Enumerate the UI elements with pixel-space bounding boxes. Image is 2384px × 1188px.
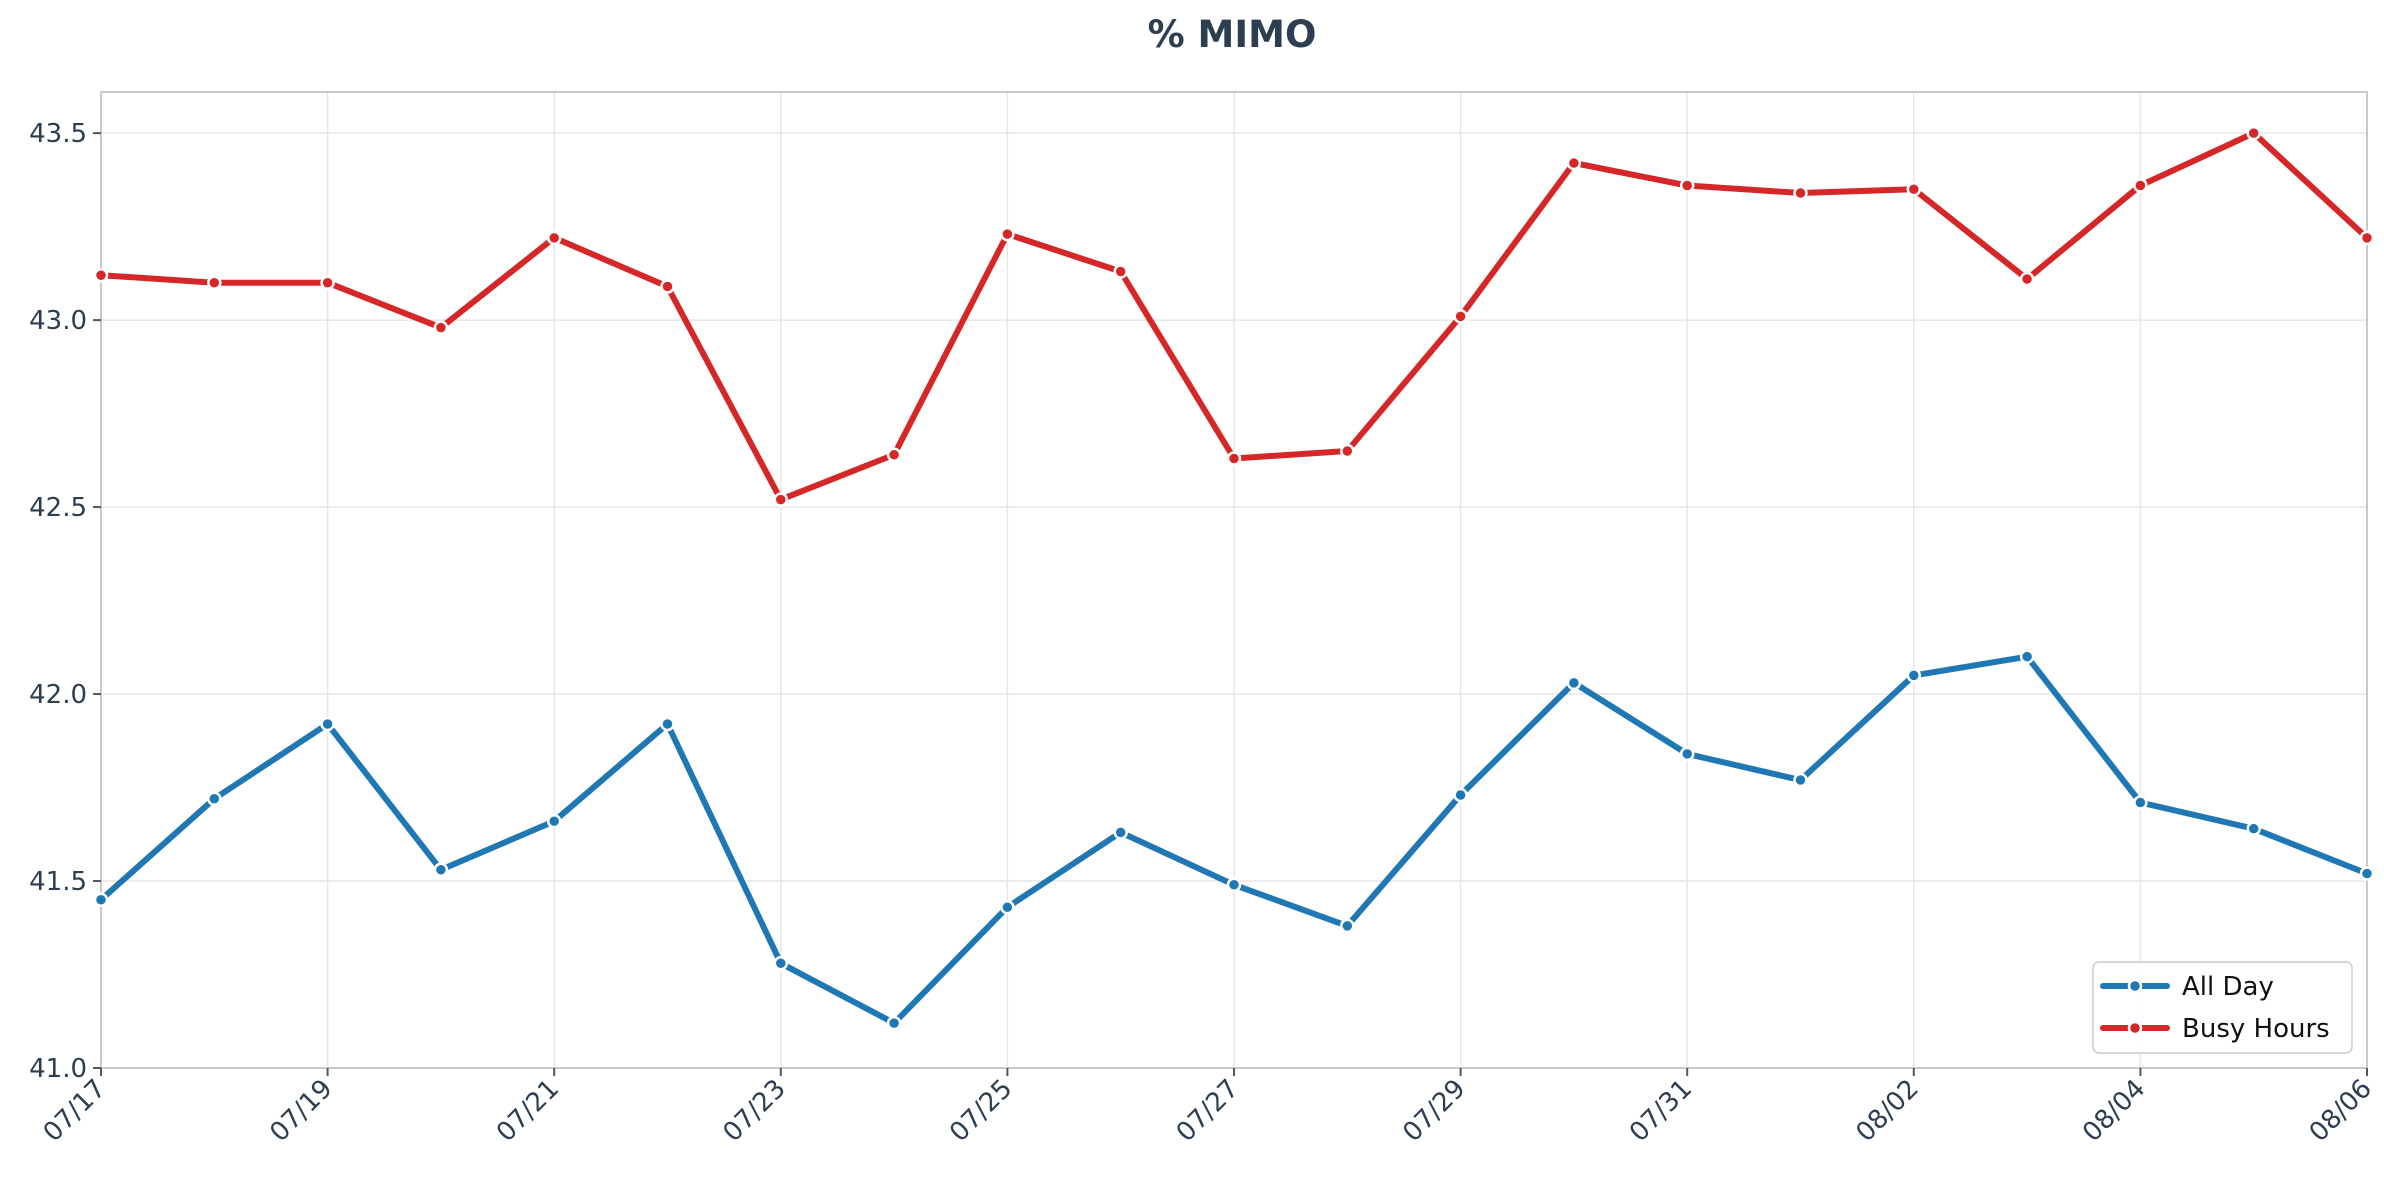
x-tick-label: 07/27 [1171, 1074, 1245, 1148]
data-point [1226, 451, 1242, 466]
data-point [433, 320, 449, 335]
data-point [2246, 125, 2261, 141]
data-point [546, 230, 562, 246]
data-point [2359, 230, 2375, 246]
data-point [320, 716, 335, 732]
data-point [1453, 787, 1468, 803]
x-tick-label: 07/19 [264, 1074, 338, 1148]
y-tick-label: 41.5 [29, 867, 87, 897]
y-tick-label: 43.5 [29, 119, 87, 149]
data-point [1906, 668, 1922, 683]
data-point [2133, 795, 2148, 810]
legend: All Day Busy Hours [2092, 961, 2353, 1054]
legend-label: All Day [2182, 972, 2274, 1002]
data-point [1679, 178, 1695, 193]
data-point [1906, 181, 1922, 197]
chart-title: % MIMO [1148, 13, 1317, 56]
y-tick-label: 42.0 [29, 680, 87, 710]
x-tick-label: 07/25 [944, 1074, 1018, 1148]
data-point [2133, 178, 2148, 193]
data-point [1000, 899, 1015, 915]
grid-lines [100, 92, 2368, 1069]
data-point [1340, 918, 1355, 934]
x-tick-label: 07/31 [1624, 1074, 1698, 1148]
legend-marker [2127, 978, 2143, 994]
data-point [1113, 264, 1128, 279]
data-point [1793, 772, 1808, 788]
data-point [1793, 185, 1808, 201]
data-point [433, 862, 449, 878]
data-point [660, 279, 675, 294]
data-point [2019, 649, 2035, 664]
data-point [1000, 226, 1015, 242]
data-point [93, 267, 109, 283]
data-point [546, 813, 562, 829]
data-point [2246, 821, 2261, 836]
y-tick-label: 41.0 [29, 1054, 87, 1084]
data-point [1566, 155, 1582, 171]
x-tick-label: 07/29 [1397, 1074, 1471, 1148]
x-tick-label: 08/02 [1851, 1074, 1925, 1148]
data-point [886, 447, 902, 462]
data-point [1113, 825, 1128, 840]
y-tick-label: 43.0 [29, 306, 87, 336]
y-tick-label: 42.5 [29, 493, 87, 523]
data-point [1340, 443, 1355, 459]
data-point [2019, 271, 2035, 287]
data-point [1566, 675, 1582, 691]
data-point [207, 791, 222, 807]
data-point [2359, 866, 2375, 881]
data-point [886, 1015, 902, 1031]
data-point [1453, 309, 1468, 324]
data-point [660, 716, 675, 732]
x-tick-label: 07/17 [38, 1074, 112, 1148]
data-point [773, 956, 789, 971]
series-lines [93, 125, 2375, 1031]
x-tick-label: 08/04 [2077, 1074, 2151, 1148]
data-point [320, 275, 335, 290]
data-point [93, 892, 109, 907]
legend-marker [2127, 1020, 2143, 1036]
data-point [207, 275, 222, 290]
x-tick-label: 07/21 [491, 1074, 565, 1148]
x-tick-label: 07/23 [718, 1074, 792, 1148]
legend-label: Busy Hours [2182, 1014, 2330, 1044]
x-tick-label: 08/06 [2304, 1074, 2378, 1148]
data-point [1679, 746, 1695, 762]
data-point [773, 492, 789, 507]
data-point [1226, 877, 1242, 893]
